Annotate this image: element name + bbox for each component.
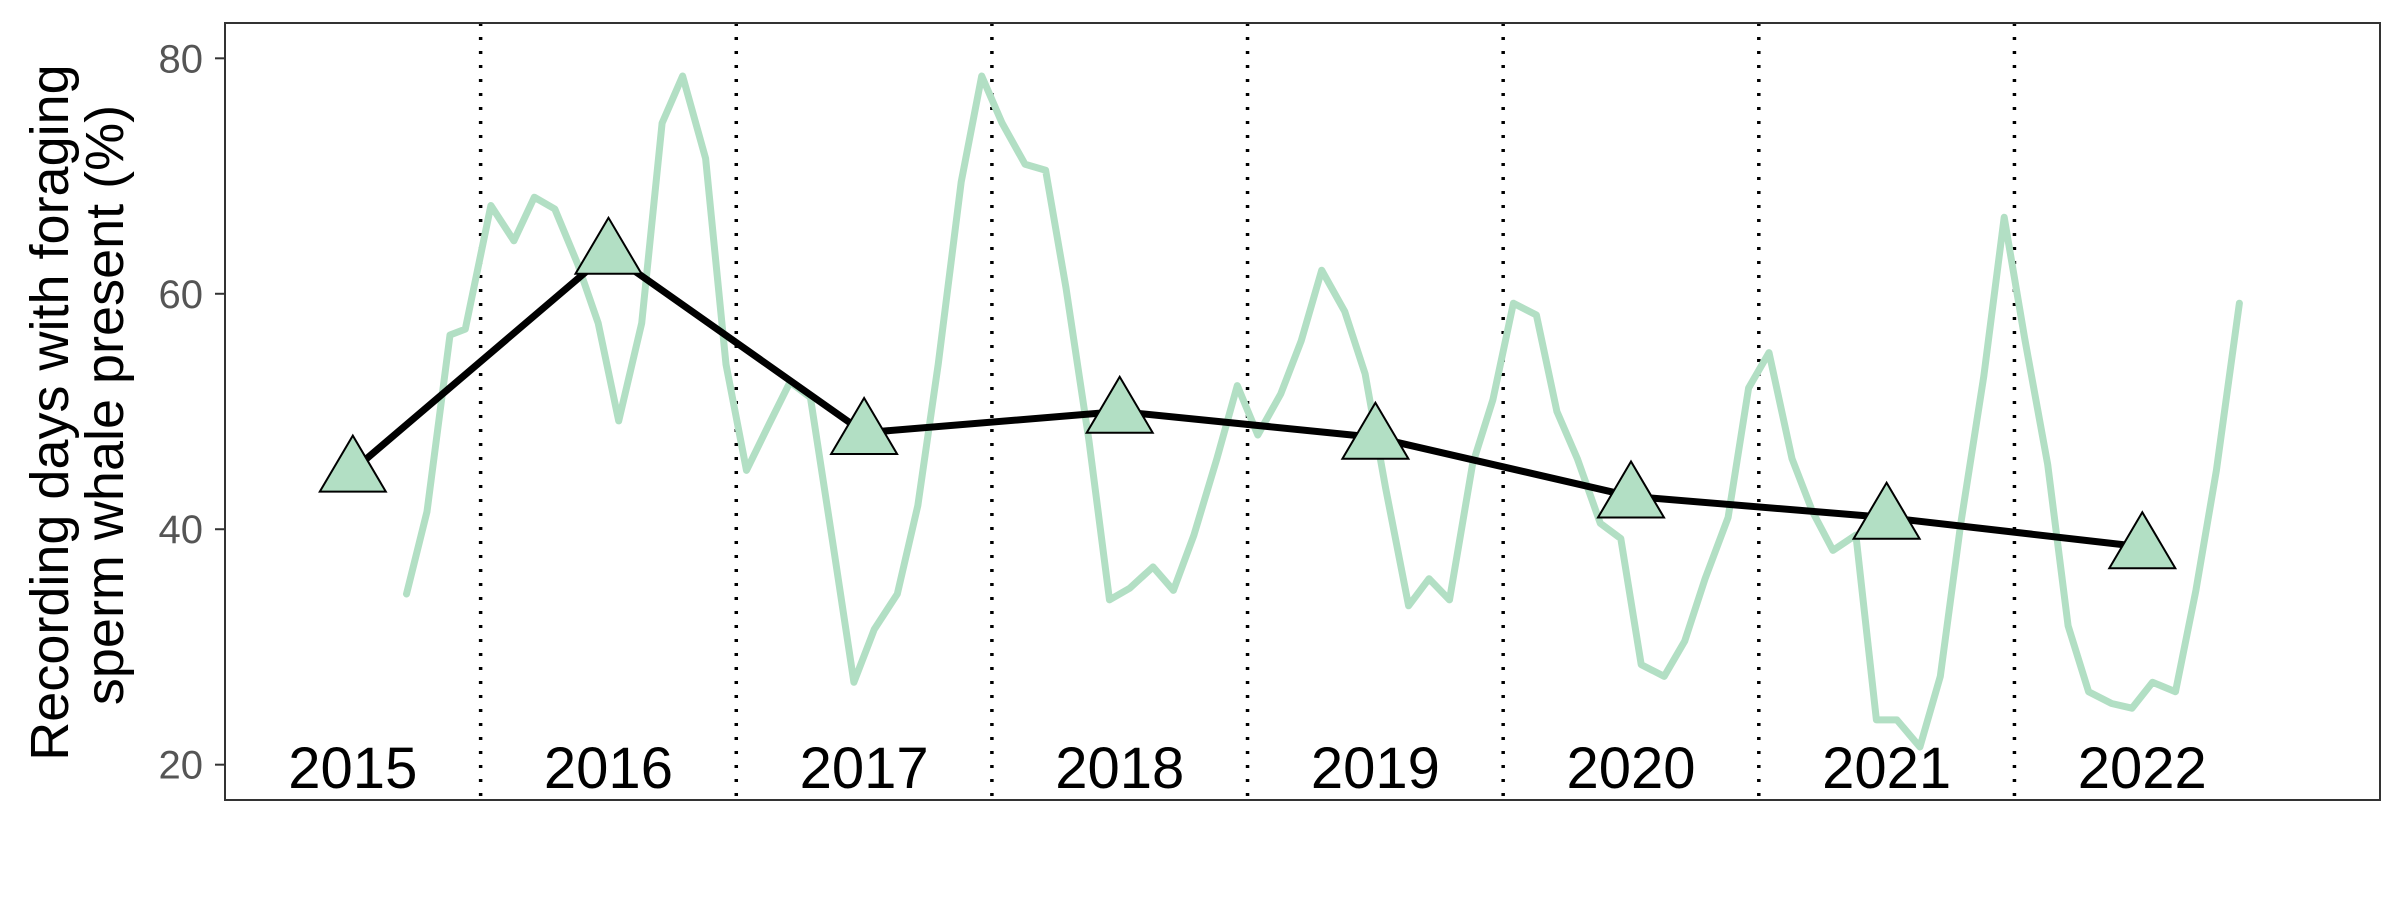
y-tick-label: 60 [159,273,204,317]
annual-series-line [350,249,2143,551]
y-tick-label: 20 [159,744,204,788]
annual-point-marker [1851,480,1922,540]
annual-point-marker [1084,374,1155,434]
annual-point-marker [573,215,644,275]
year-label: 2017 [800,736,929,801]
annual-point-marker [1596,459,1666,519]
y-axis: 20 40 60 80 [159,37,225,788]
annual-point-marker [318,433,388,493]
annual-point-marker [1340,400,1411,460]
y-tick-label: 80 [159,37,204,81]
year-label: 2019 [1311,736,1440,801]
annual-point-marker [2107,510,2178,570]
monthly-series-line [403,72,2243,751]
annual-point-marker [829,396,899,455]
year-label: 2015 [288,736,417,801]
year-label: 2018 [1055,736,1184,801]
y-tick-label: 40 [159,508,204,552]
year-label: 2016 [544,736,673,801]
y-axis-label: Recording days with foraging sperm whale… [20,49,135,760]
y-axis-label-line-1: Recording days with foraging [20,64,80,760]
year-labels: 2015 2016 2017 2018 2019 2020 2021 2022 [288,736,2206,801]
annual-series [318,215,2178,570]
year-label: 2021 [1822,736,1951,801]
y-axis-label-line-2: sperm whale present (%) [75,105,135,705]
year-label: 2020 [1566,736,1695,801]
monthly-series [403,72,2243,751]
year-label: 2022 [2078,736,2207,801]
panel-border [224,22,2381,801]
